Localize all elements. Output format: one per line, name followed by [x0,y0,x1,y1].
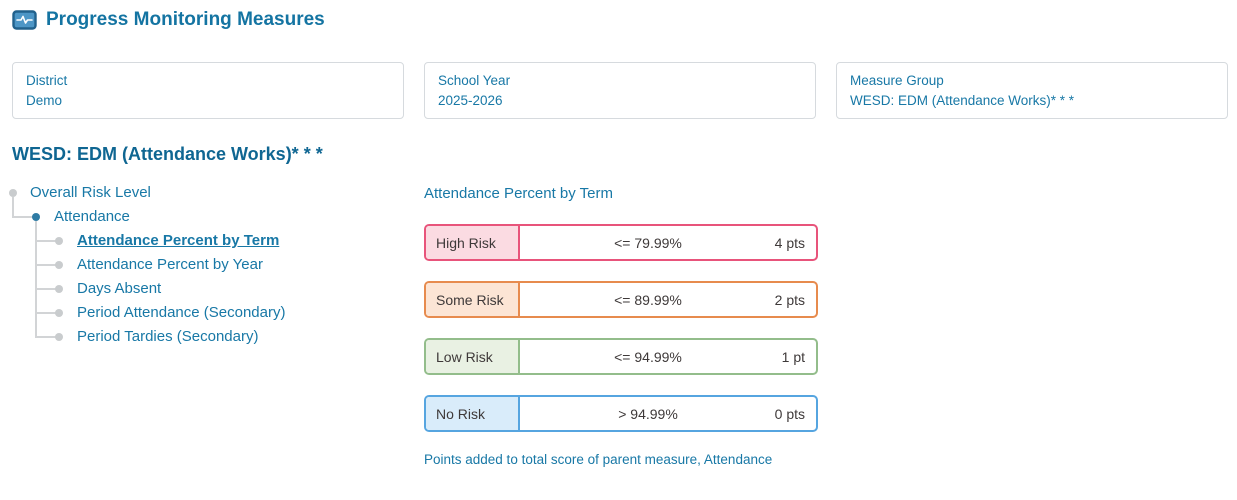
tree-node-dot [55,237,63,245]
tree-connector-line [35,264,56,266]
tree-item-attendance-percent-by-term[interactable]: Attendance Percent by Term [77,232,280,249]
risk-value-cell: > 94.99% 0 pts [520,397,816,430]
tree-item-overall-risk-level[interactable]: Overall Risk Level [30,184,151,201]
tree-item-days-absent[interactable]: Days Absent [77,280,162,297]
risk-row-no: No Risk > 94.99% 0 pts [424,395,818,432]
tree-item-attendance-percent-by-year[interactable]: Attendance Percent by Year [77,256,263,273]
risk-range: > 94.99% [618,405,678,422]
points-note: Points added to total score of parent me… [424,452,773,467]
tree-connector-line [12,216,33,218]
risk-label: High Risk [426,226,520,259]
tree-connector-line [35,336,56,338]
risk-row-low: Low Risk <= 94.99% 1 pt [424,338,818,375]
school-year-label: School Year [438,73,511,88]
tree-node-dot [55,285,63,293]
measure-group-label: Measure Group [850,73,944,88]
tree-connector-line [35,288,56,290]
tree-node-dot [9,189,17,197]
measures-tree: Overall Risk Level Attendance Attendance… [0,181,420,351]
risk-label: No Risk [426,397,520,430]
risk-value-cell: <= 89.99% 2 pts [520,283,816,316]
page-title: Progress Monitoring Measures [46,9,325,30]
filter-bar: District Demo School Year 2025-2026 Meas… [12,62,1228,119]
tree-node-dot [55,261,63,269]
tree-item-period-tardies-secondary[interactable]: Period Tardies (Secondary) [77,328,259,345]
risk-range: <= 89.99% [614,291,682,308]
risk-points: 2 pts [774,291,805,308]
district-selector[interactable]: District Demo [12,62,404,119]
risk-row-some: Some Risk <= 89.99% 2 pts [424,281,818,318]
tree-node-dot [32,213,40,221]
tree-connector-line [35,240,56,242]
tree-connector-line [35,221,37,338]
risk-value-cell: <= 94.99% 1 pt [520,340,816,373]
risk-label: Low Risk [426,340,520,373]
risk-points: 4 pts [774,234,805,251]
tree-node-dot [55,309,63,317]
district-value: Demo [26,93,63,108]
school-year-selector[interactable]: School Year 2025-2026 [424,62,816,119]
measure-detail-panel: Attendance Percent by Term High Risk <= … [424,185,818,467]
measure-group-value: WESD: EDM (Attendance Works)* * * [850,93,1075,108]
risk-value-cell: <= 79.99% 4 pts [520,226,816,259]
page-header: Progress Monitoring Measures [12,9,325,31]
district-label: District [26,73,68,88]
risk-range: <= 79.99% [614,234,682,251]
risk-points: 0 pts [774,405,805,422]
risk-label: Some Risk [426,283,520,316]
tree-node-dot [55,333,63,341]
tree-connector-line [35,312,56,314]
tree-item-period-attendance-secondary[interactable]: Period Attendance (Secondary) [77,304,286,321]
measure-detail-title: Attendance Percent by Term [424,185,613,202]
risk-row-high: High Risk <= 79.99% 4 pts [424,224,818,261]
measure-group-selector[interactable]: Measure Group WESD: EDM (Attendance Work… [836,62,1228,119]
tree-item-attendance[interactable]: Attendance [54,208,130,225]
pulse-monitor-icon [12,10,37,30]
measure-group-heading: WESD: EDM (Attendance Works)* * * [12,144,323,164]
tree-connector-line [12,197,14,218]
risk-points: 1 pt [781,348,805,365]
risk-range: <= 94.99% [614,348,682,365]
school-year-value: 2025-2026 [438,93,503,108]
